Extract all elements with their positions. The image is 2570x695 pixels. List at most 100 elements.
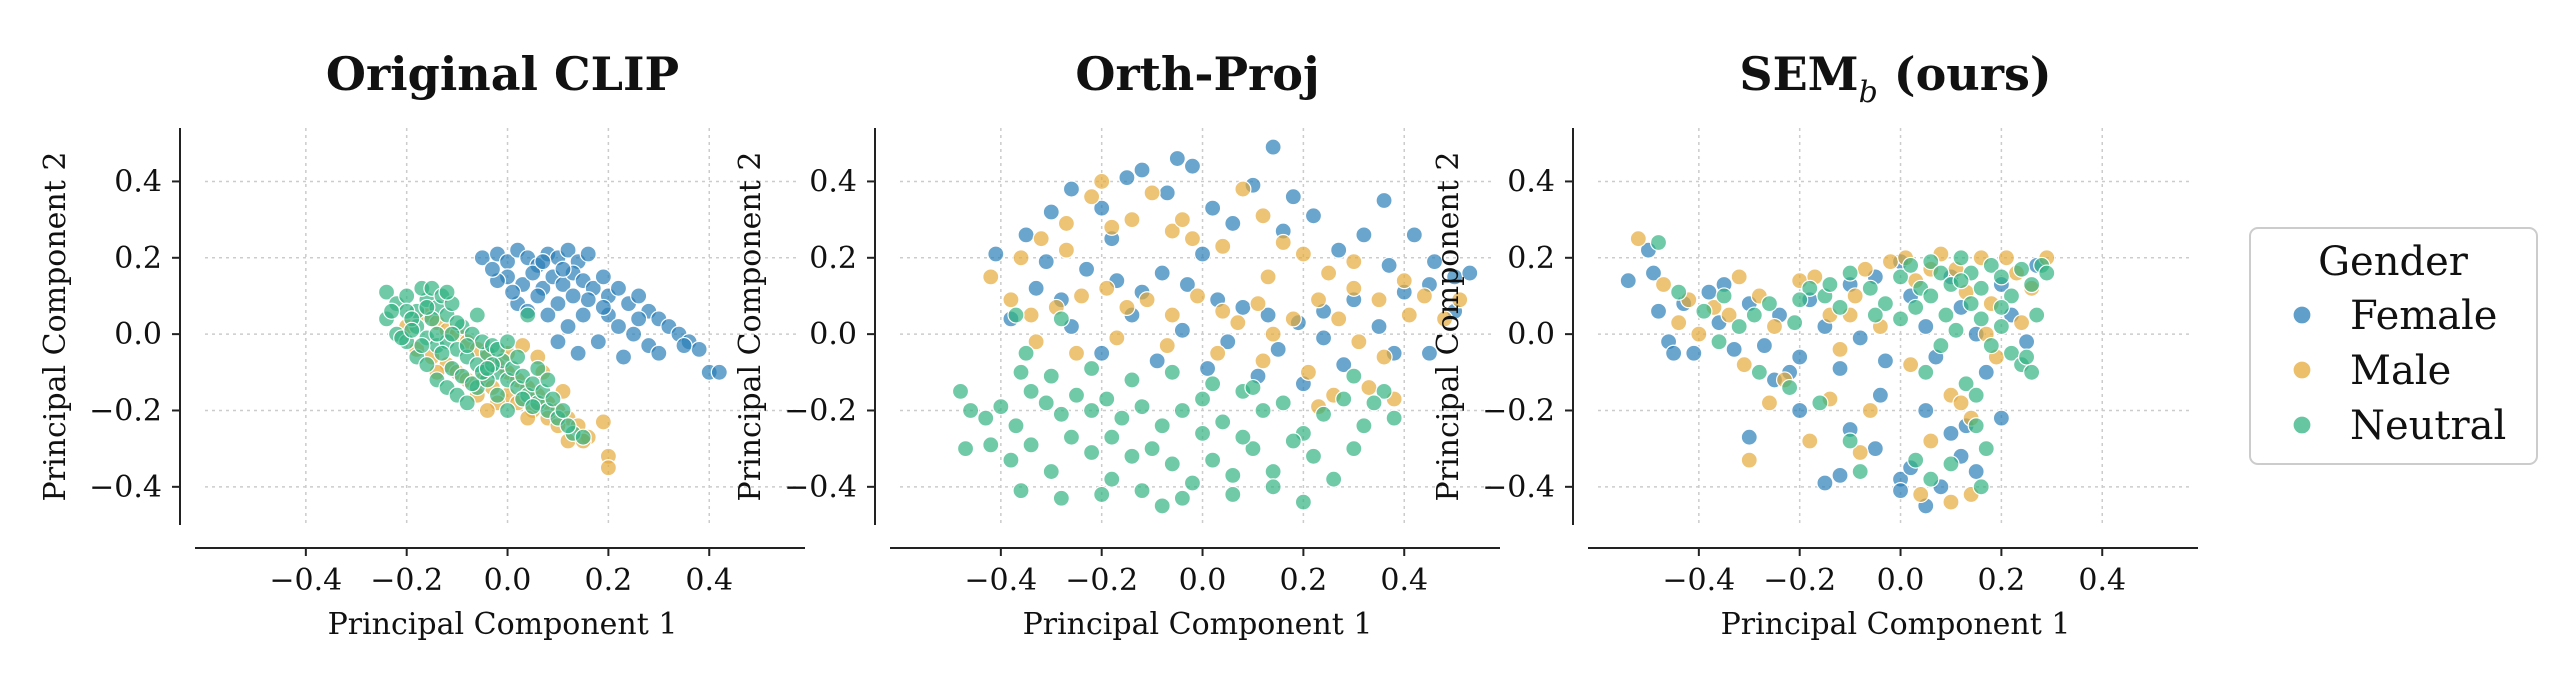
point-neutral [1967, 417, 1985, 435]
point-neutral [1042, 462, 1060, 481]
point-female [559, 317, 577, 336]
point-female [539, 306, 557, 324]
y-tick-label: 0.2 [114, 241, 162, 276]
point-neutral [1062, 428, 1081, 446]
point-female [1917, 401, 1935, 420]
point-neutral [559, 417, 577, 435]
y-tick-label: 0.4 [809, 164, 857, 199]
point-male [1254, 352, 1272, 370]
point-female [1077, 260, 1096, 278]
point-neutral [1274, 394, 1292, 412]
point-neutral [488, 386, 507, 404]
point-neutral [1891, 268, 1910, 286]
point-female [1755, 336, 1773, 355]
point-female [1264, 138, 1282, 156]
point-neutral [1821, 275, 1839, 294]
point-male [1274, 233, 1292, 252]
point-neutral [1962, 294, 1980, 313]
point-male [1395, 272, 1413, 290]
point-male [1851, 443, 1869, 462]
point-male [1740, 451, 1758, 469]
point-neutral [1007, 417, 1025, 435]
point-neutral [1093, 485, 1111, 504]
y-tick-label: −0.2 [784, 393, 857, 428]
point-neutral [1133, 398, 1151, 416]
point-neutral [1113, 409, 1131, 427]
point-neutral [1841, 432, 1859, 450]
point-neutral [1345, 440, 1363, 458]
point-neutral [1942, 455, 1960, 473]
point-male [1173, 211, 1191, 229]
point-neutral [1314, 405, 1333, 423]
point-male [1902, 356, 1920, 374]
x-axis-label: Principal Component 1 [1721, 607, 2071, 642]
point-neutral [1083, 443, 1101, 462]
point-neutral [1355, 417, 1373, 435]
point-female [529, 287, 547, 305]
point-neutral [1264, 462, 1282, 481]
point-male [1415, 287, 1434, 305]
legend-marker-male [2292, 360, 2312, 380]
point-female [614, 348, 633, 366]
point-female [1967, 462, 1985, 481]
point-female [1725, 340, 1743, 359]
point-neutral [1851, 462, 1869, 481]
y-tick-label: −0.2 [89, 393, 162, 428]
point-female [534, 253, 552, 271]
point-neutral [2023, 363, 2041, 381]
y-axis-label: Principal Component 2 [733, 152, 768, 502]
point-female [1461, 264, 1479, 282]
x-tick-label: 0.2 [1280, 563, 1328, 598]
point-neutral [1103, 470, 1121, 488]
x-tick-label: −0.2 [370, 563, 443, 598]
point-male [1451, 291, 1469, 309]
point-female [1335, 356, 1353, 374]
point-female [1876, 352, 1895, 370]
point-male [1831, 340, 1849, 359]
point-female [1791, 401, 1809, 420]
point-female [1027, 279, 1045, 297]
point-neutral [2023, 275, 2041, 294]
point-neutral [1841, 264, 1859, 282]
point-neutral [509, 348, 527, 366]
point-neutral [463, 375, 481, 393]
point-neutral [438, 283, 456, 301]
point-female [589, 333, 607, 351]
point-neutral [1294, 493, 1312, 511]
point-female [1224, 214, 1242, 233]
point-male [1183, 230, 1202, 248]
x-axis-label: Principal Component 1 [1023, 607, 1373, 642]
point-female [1017, 226, 1035, 244]
point-neutral [498, 333, 517, 351]
point-neutral [1325, 470, 1343, 488]
point-female [1405, 226, 1423, 244]
series-neutral [377, 279, 592, 446]
point-male [1002, 291, 1020, 309]
point-male [1098, 279, 1116, 297]
point-female [594, 268, 612, 286]
point-male [1188, 287, 1207, 305]
point-male [1057, 214, 1075, 233]
point-female [1330, 241, 1348, 259]
legend-marker-female [2292, 305, 2312, 325]
point-female [1644, 264, 1663, 282]
point-neutral [418, 298, 436, 317]
point-neutral [1866, 306, 1884, 324]
point-neutral [433, 344, 451, 362]
point-neutral [1335, 390, 1353, 408]
point-female [1304, 207, 1323, 225]
point-female [1831, 466, 1849, 484]
point-neutral [1745, 306, 1763, 324]
point-female [1204, 199, 1222, 217]
point-female [1942, 424, 1960, 442]
point-neutral [1695, 302, 1713, 320]
point-male [1209, 344, 1227, 362]
point-male [1057, 241, 1075, 259]
point-neutral [458, 336, 476, 355]
point-neutral [1204, 375, 1222, 393]
point-female [1917, 317, 1935, 336]
point-neutral [1304, 447, 1323, 465]
point-neutral [1992, 317, 2010, 336]
point-female [1420, 344, 1439, 362]
point-neutral [982, 436, 1000, 454]
